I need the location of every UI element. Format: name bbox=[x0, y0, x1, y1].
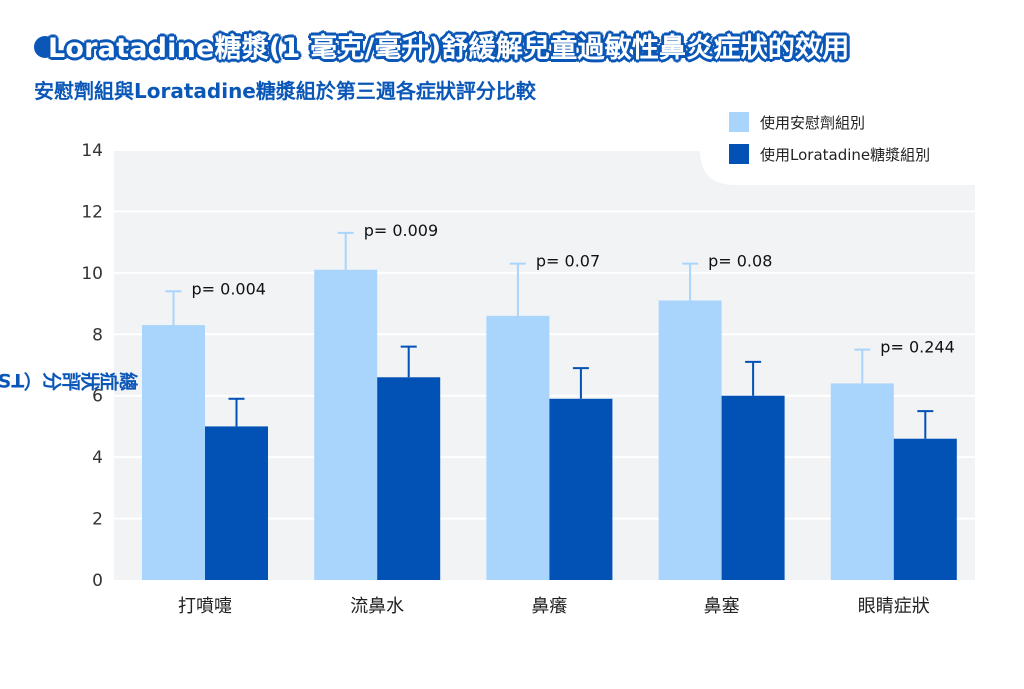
bar-placebo bbox=[314, 269, 378, 580]
x-tick-label: 流鼻水 bbox=[350, 596, 404, 617]
bar-placebo bbox=[658, 300, 722, 580]
bar-loratadine bbox=[205, 426, 268, 580]
y-tick-label: 6 bbox=[92, 387, 103, 407]
bar-loratadine bbox=[721, 395, 785, 580]
bar-placebo bbox=[142, 325, 205, 580]
bar-placebo bbox=[830, 383, 894, 580]
x-tick-label: 眼睛症狀 bbox=[858, 596, 930, 617]
legend-swatch-placebo bbox=[729, 112, 749, 132]
p-value-label: p= 0.244 bbox=[880, 338, 954, 357]
y-tick-label: 4 bbox=[92, 448, 103, 468]
title-pill bbox=[34, 36, 56, 58]
x-tick-label: 打噴嚏 bbox=[178, 596, 232, 617]
chart-title: Loratadine糖漿(1 毫克/毫升)舒緩解兒童過敏性鼻炎症狀的效用 bbox=[48, 33, 850, 64]
p-value-label: p= 0.009 bbox=[364, 221, 438, 240]
bar-placebo bbox=[486, 315, 550, 580]
x-tick-label: 鼻塞 bbox=[704, 596, 740, 617]
p-value-label: p= 0.07 bbox=[536, 252, 600, 271]
y-tick-label: 8 bbox=[92, 325, 103, 345]
chart-subtitle: 安慰劑組與Loratadine糖漿組於第三週各症狀評分比較 bbox=[34, 79, 536, 103]
y-tick-label: 14 bbox=[81, 141, 103, 161]
legend-swatch-loratadine bbox=[729, 144, 749, 164]
p-value-label: p= 0.08 bbox=[708, 252, 772, 271]
p-value-label: p= 0.004 bbox=[192, 279, 266, 298]
y-tick-label: 12 bbox=[81, 202, 103, 222]
legend-label-loratadine: 使用Loratadine糖漿組別 bbox=[760, 146, 930, 164]
bar-loratadine bbox=[549, 398, 613, 580]
y-tick-label: 2 bbox=[92, 510, 103, 530]
y-tick-label: 0 bbox=[92, 571, 103, 591]
y-tick-label: 10 bbox=[81, 264, 103, 284]
legend-label-placebo: 使用安慰劑組別 bbox=[760, 114, 865, 132]
x-tick-label: 鼻癢 bbox=[531, 596, 567, 617]
bar-loratadine bbox=[893, 438, 957, 580]
y-axis-label: 總症狀評分（TSS） bbox=[0, 369, 140, 391]
bar-loratadine bbox=[377, 377, 441, 580]
